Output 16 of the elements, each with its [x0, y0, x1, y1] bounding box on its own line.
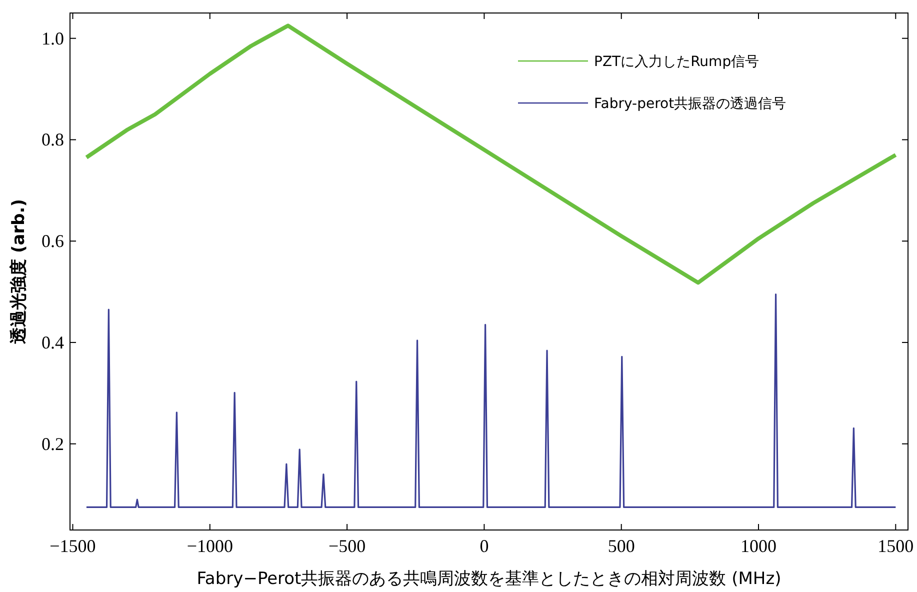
x-tick-label: −500 — [328, 536, 366, 556]
x-tick-label: −1000 — [186, 536, 233, 556]
y-tick-label: 0.4 — [42, 332, 64, 352]
y-tick-label: 0.2 — [42, 434, 64, 454]
legend-label: Fabry-perot共振器の透過信号 — [594, 96, 786, 112]
x-tick-label: −1500 — [50, 536, 96, 556]
x-tick-label: 1500 — [878, 536, 914, 556]
x-tick-label: 500 — [608, 536, 635, 556]
x-tick-label: 1000 — [740, 536, 777, 556]
y-axis-title: 透過光強度 (arb.) — [9, 199, 29, 345]
y-tick-label: 1.0 — [42, 28, 64, 48]
legend-label: PZTに入力したRump信号 — [594, 54, 760, 70]
x-axis-title: Fabry−Perot共振器のある共鳴周波数を基準としたときの相対周波数 (MHz) — [196, 569, 782, 589]
y-tick-label: 0.8 — [42, 130, 64, 150]
y-tick-label: 0.6 — [42, 231, 64, 252]
x-tick-label: 0 — [480, 536, 489, 556]
